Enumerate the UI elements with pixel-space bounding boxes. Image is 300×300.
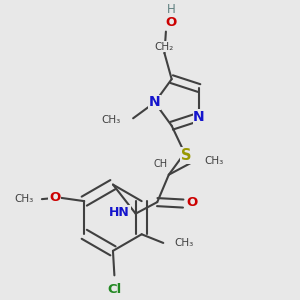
Text: HN: HN — [109, 206, 130, 219]
Text: CH₂: CH₂ — [155, 42, 174, 52]
Text: S: S — [181, 148, 191, 163]
Text: CH: CH — [153, 159, 167, 169]
Text: CH₃: CH₃ — [101, 115, 120, 125]
Text: O: O — [49, 190, 60, 204]
Text: CH₃: CH₃ — [14, 194, 33, 204]
Text: N: N — [149, 95, 161, 110]
Text: Cl: Cl — [108, 283, 122, 296]
Text: O: O — [187, 196, 198, 208]
Text: CH₃: CH₃ — [205, 156, 224, 166]
Text: N: N — [193, 110, 205, 124]
Text: CH₃: CH₃ — [175, 238, 194, 248]
Text: H: H — [167, 3, 176, 16]
Text: O: O — [166, 16, 177, 29]
